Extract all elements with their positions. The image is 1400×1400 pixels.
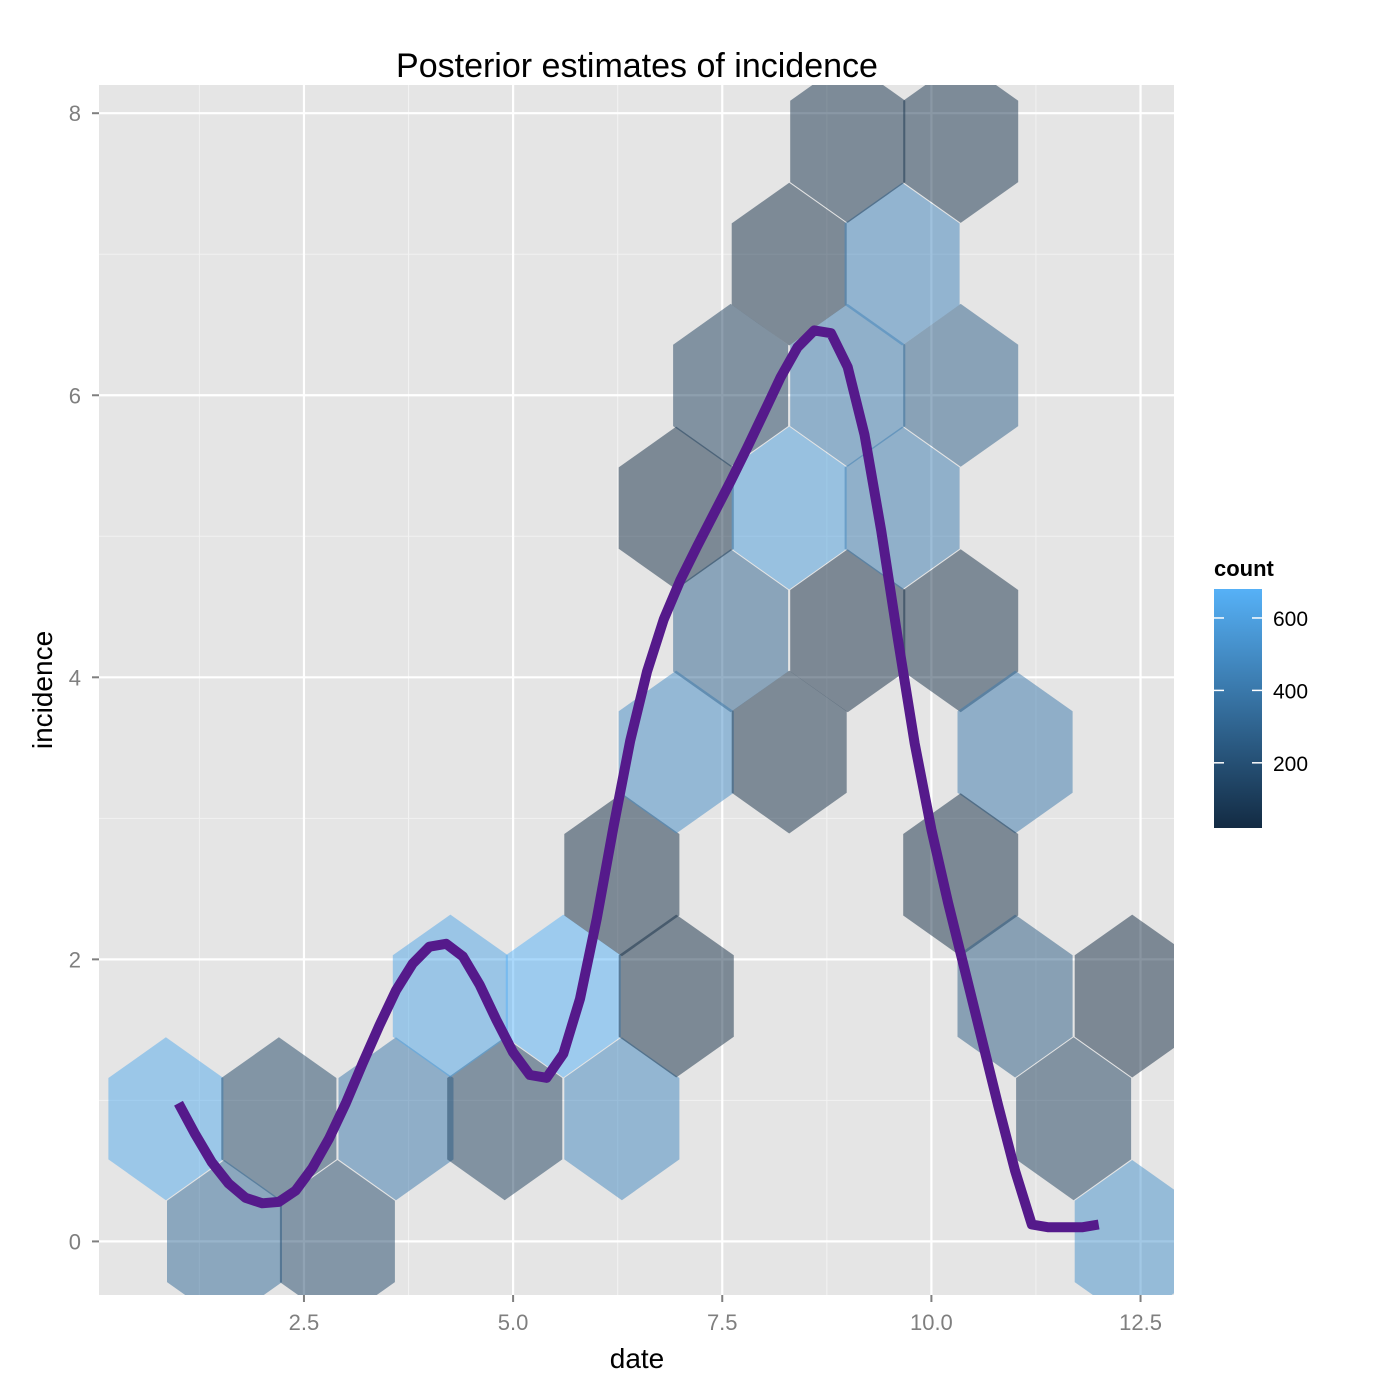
y-tick-label: 4 (69, 665, 81, 690)
hexbin-cell (790, 85, 906, 223)
hexbin-cell (618, 670, 734, 834)
y-axis: 0 2 4 6 8 (69, 101, 99, 1254)
hexbin-layer (108, 85, 1174, 1295)
y-tick-label: 2 (69, 947, 81, 972)
hexbin-cell (731, 182, 847, 346)
line-layer (174, 325, 1100, 1233)
legend-ticks: 200 400 600 (1214, 608, 1308, 776)
hexbin-cell (790, 549, 906, 713)
chart-title: Posterior estimates of incidence (396, 47, 878, 85)
hexbin-cell (618, 914, 734, 1078)
legend-tick-label: 400 (1273, 680, 1308, 703)
hexbin-cell (221, 1037, 337, 1201)
x-tick-label: 10.0 (910, 1310, 953, 1335)
hexbin-cell (108, 1037, 224, 1201)
hexbin-cell (1074, 914, 1174, 1078)
x-tick-label: 7.5 (707, 1310, 738, 1335)
legend-tick-label: 200 (1273, 753, 1308, 776)
hexbin-cell (903, 85, 1019, 223)
y-tick-label: 8 (69, 101, 81, 126)
hexbin-cell (564, 1037, 680, 1201)
series-line (174, 325, 1100, 1233)
x-tick-label: 2.5 (289, 1310, 320, 1335)
y-axis-title: incidence (27, 631, 58, 749)
x-tick-label: 12.5 (1119, 1310, 1162, 1335)
x-axis-title: date (610, 1343, 665, 1374)
x-axis: 2.5 5.0 7.5 10.0 12.5 (289, 1295, 1162, 1335)
hexbin-cell (731, 670, 847, 834)
legend: count 200 400 600 (1214, 556, 1308, 828)
hexbin-cell (1074, 1160, 1174, 1295)
y-tick-label: 6 (69, 383, 81, 408)
legend-colorbar (1214, 589, 1262, 828)
hexbin-cell (1016, 1037, 1132, 1201)
hexbin-cell (167, 1160, 282, 1295)
hexbin-cell (957, 670, 1073, 834)
hexbin-cell (731, 426, 847, 590)
hexbin-cell (673, 549, 789, 713)
legend-tick-label: 600 (1273, 608, 1308, 631)
y-tick-label: 0 (69, 1229, 81, 1254)
hexbin-cell (618, 426, 734, 590)
hexbin-cell (903, 549, 1019, 713)
hexbin-cell (338, 1037, 454, 1201)
hexbin-cell (279, 1160, 395, 1295)
legend-title: count (1214, 556, 1275, 581)
hexbin-cell (844, 182, 960, 346)
x-tick-label: 5.0 (498, 1310, 529, 1335)
hexbin-cell (903, 303, 1019, 467)
